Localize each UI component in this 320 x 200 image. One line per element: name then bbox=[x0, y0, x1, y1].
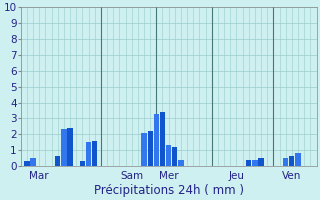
Bar bbox=[55, 156, 60, 166]
Bar bbox=[166, 145, 171, 166]
Bar bbox=[283, 158, 288, 166]
Bar bbox=[92, 141, 97, 166]
Bar bbox=[24, 161, 29, 166]
Bar bbox=[148, 131, 153, 166]
Bar bbox=[61, 129, 67, 166]
Bar bbox=[259, 158, 264, 166]
Bar bbox=[160, 112, 165, 166]
Bar bbox=[289, 156, 294, 166]
Bar bbox=[30, 158, 36, 166]
Bar bbox=[80, 161, 85, 166]
X-axis label: Précipitations 24h ( mm ): Précipitations 24h ( mm ) bbox=[94, 184, 244, 197]
Bar bbox=[68, 128, 73, 166]
Bar bbox=[246, 160, 252, 166]
Bar bbox=[154, 114, 159, 166]
Bar bbox=[295, 153, 301, 166]
Bar bbox=[178, 160, 184, 166]
Bar bbox=[252, 160, 258, 166]
Bar bbox=[172, 147, 177, 166]
Bar bbox=[86, 142, 91, 166]
Bar bbox=[141, 133, 147, 166]
